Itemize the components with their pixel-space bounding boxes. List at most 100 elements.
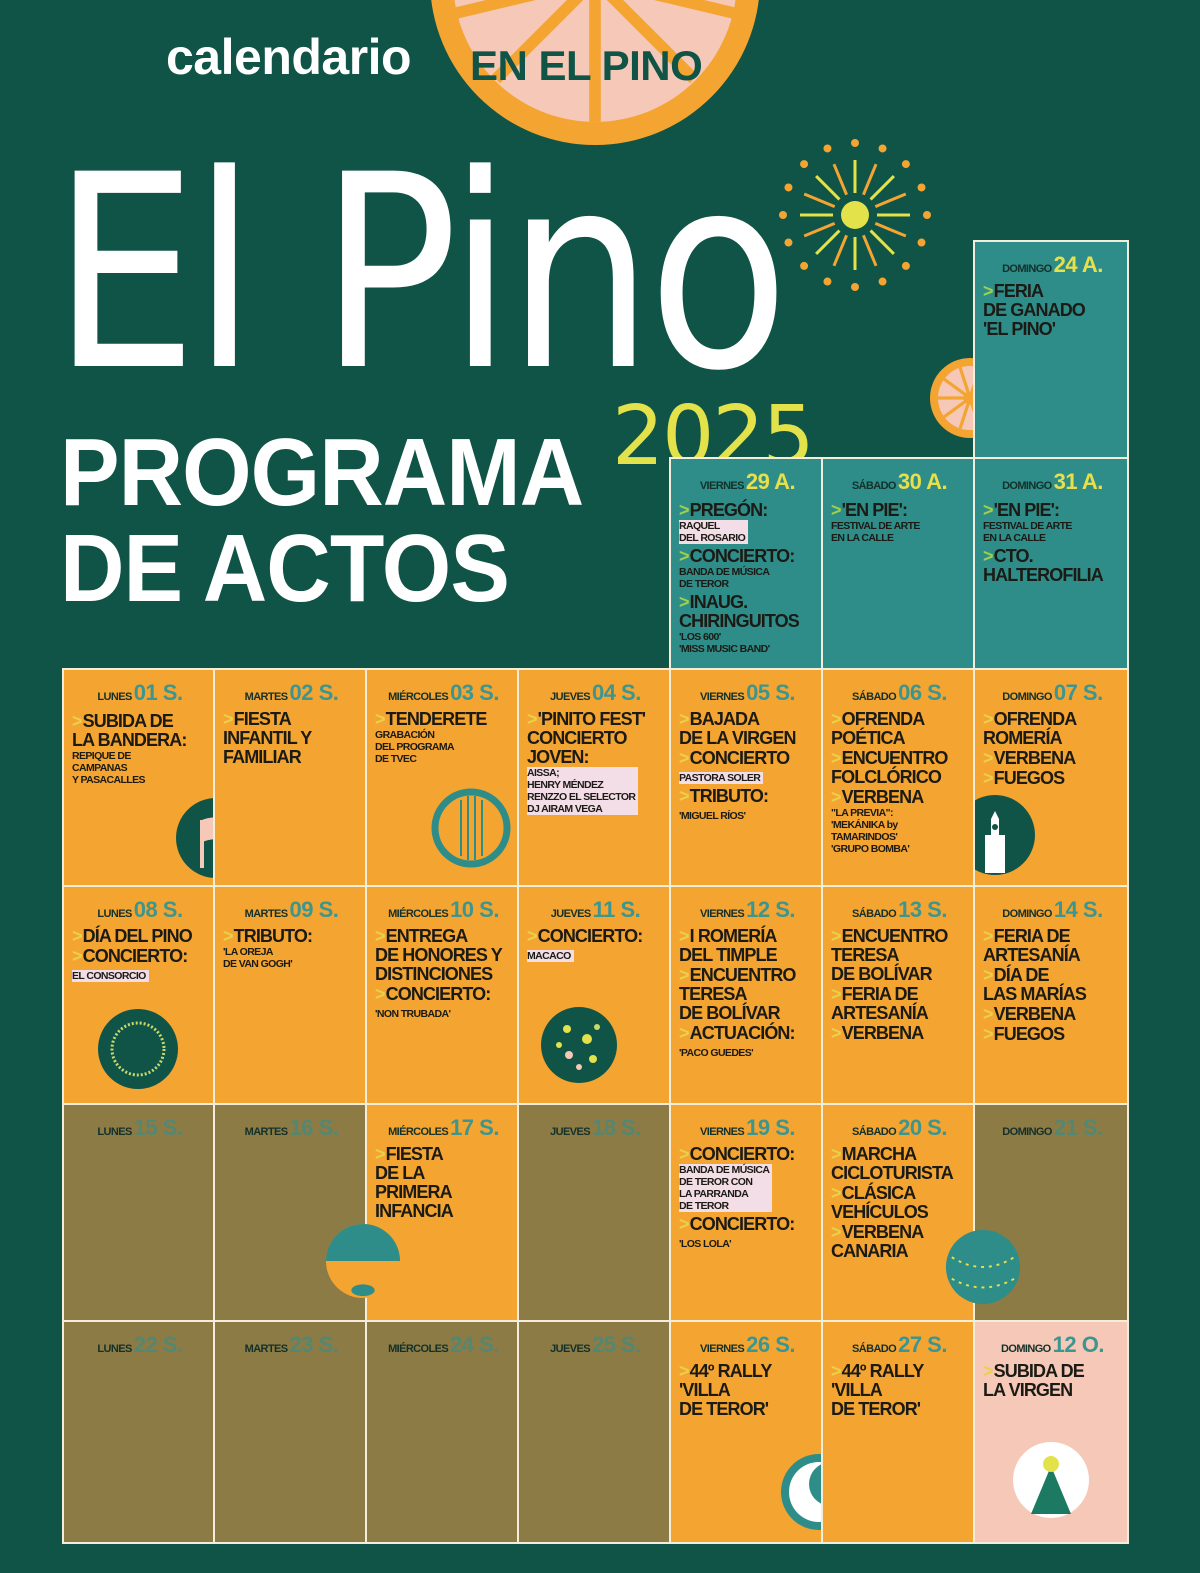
- event-title: 'EN PIE':: [983, 501, 1122, 520]
- day-header: MARTES02 S.: [223, 680, 360, 706]
- event-detail: 'LA OREJA DE VAN GOGH': [223, 946, 293, 970]
- event-detail: GRABACIÓN DEL PROGRAMA DE TVEC: [375, 729, 455, 765]
- weekday-label: SÁBADO: [852, 1126, 897, 1138]
- event-item: VERBENA: [831, 1024, 968, 1043]
- date-label: 24 S.: [450, 1332, 499, 1357]
- date-label: 04 S.: [591, 680, 641, 705]
- day-cell-14s: DOMINGO14 S. FERIA DE ARTESANÍADÍA DE LAS…: [973, 885, 1129, 1105]
- weekday-label: LUNES: [97, 1343, 132, 1355]
- event-title: CONCIERTO:: [679, 547, 816, 566]
- weekday-label: JUEVES: [550, 691, 590, 703]
- event-title: MARCHA CICLOTURISTA: [831, 1145, 968, 1183]
- event-item: PREGÓN:RAQUEL DEL ROSARIO: [679, 501, 816, 546]
- date-label: 31 A.: [1053, 469, 1104, 494]
- weekday-label: MARTES: [244, 1343, 288, 1355]
- church-icon: [975, 795, 1035, 875]
- day-header: LUNES01 S.: [72, 680, 208, 706]
- day-cell-23s: MARTES23 S.: [213, 1320, 367, 1544]
- event-title: ENCUENTRO TERESA DE BOLÍVAR: [679, 966, 816, 1023]
- event-item: TRIBUTO:'LA OREJA DE VAN GOGH': [223, 927, 360, 972]
- day-cell-22s: LUNES22 S.: [62, 1320, 215, 1544]
- weekday-label: DOMINGO: [1002, 908, 1052, 920]
- date-label: 16 S.: [289, 1115, 339, 1140]
- event-item: CLÁSICA VEHÍCULOS: [831, 1184, 968, 1222]
- event-title: OFRENDA POÉTICA: [831, 710, 968, 748]
- event-item: 44º RALLY 'VILLA DE TEROR': [831, 1362, 968, 1419]
- event-title: FERIA DE GANADO 'EL PINO': [983, 282, 1122, 339]
- day-header: JUEVES25 S.: [527, 1332, 664, 1358]
- day-header: MARTES16 S.: [223, 1115, 360, 1141]
- event-detail: 'LOS LOLA': [679, 1238, 732, 1250]
- day-header: VIERNES05 S.: [679, 680, 816, 706]
- event-title: TENDERETE: [375, 710, 512, 729]
- event-title: OFRENDA ROMERÍA: [983, 710, 1122, 748]
- page-title: El Pino: [52, 118, 789, 430]
- day-header: SÁBADO30 A.: [831, 469, 968, 495]
- event-title: PREGÓN:: [679, 501, 816, 520]
- event-item: FERIA DE ARTESANÍA: [983, 927, 1122, 965]
- event-title: VERBENA: [983, 1005, 1122, 1024]
- weekday-label: SÁBADO: [852, 908, 897, 920]
- event-title: FERIA DE ARTESANÍA: [983, 927, 1122, 965]
- date-label: 14 S.: [1053, 897, 1103, 922]
- program-heading-line2: DE ACTOS: [60, 515, 510, 622]
- day-header: LUNES15 S.: [72, 1115, 208, 1141]
- day-cell-06s: SÁBADO06 S. OFRENDA POÉTICAENCUENTRO FOLC…: [821, 668, 975, 887]
- day-header: DOMINGO12 O.: [983, 1332, 1122, 1358]
- date-label: 24 A.: [1053, 252, 1104, 277]
- day-cell-27s: SÁBADO27 S. 44º RALLY 'VILLA DE TEROR': [821, 1320, 975, 1544]
- weekday-label: MARTES: [244, 908, 288, 920]
- event-item: 'PINITO FEST' CONCIERTO JOVEN:AISSA; HEN…: [527, 710, 664, 817]
- event-title: VERBENA: [983, 749, 1122, 768]
- event-detail: 'MIGUEL RÍOS': [679, 810, 746, 822]
- event-title: CONCIERTO:: [679, 1215, 816, 1234]
- date-label: 02 S.: [289, 680, 339, 705]
- weekday-label: MIÉRCOLES: [388, 1343, 449, 1355]
- day-header: SÁBADO20 S.: [831, 1115, 968, 1141]
- weekday-label: JUEVES: [550, 908, 591, 920]
- date-label: 11 S.: [592, 897, 641, 922]
- event-detail: FESTIVAL DE ARTE EN LA CALLE: [831, 520, 920, 544]
- weekday-label: DOMINGO: [1001, 1343, 1051, 1355]
- event-title: BAJADA DE LA VIRGEN: [679, 710, 816, 748]
- event-title: CTO. HALTEROFILIA: [983, 547, 1122, 585]
- day-cell-10s: MIÉRCOLES10 S. ENTREGA DE HONORES Y DISTI…: [365, 885, 519, 1105]
- event-detail: MACACO: [527, 950, 574, 962]
- event-item: CONCIERTO:BANDA DE MÚSICA DE TEROR CON L…: [679, 1145, 816, 1214]
- day-cell-07s: DOMINGO07 S. OFRENDA ROMERÍAVERBENAFUEGOS: [973, 668, 1129, 887]
- event-item: SUBIDA DE LA VIRGEN: [983, 1362, 1122, 1400]
- day-cell-11s: JUEVES11 S. CONCIERTO: MACACO: [517, 885, 671, 1105]
- calendario-label: calendario: [166, 29, 412, 85]
- day-cell-01s: LUNES01 S. SUBIDA DE LA BANDERA:REPIQUE D…: [62, 668, 215, 887]
- day-cell-30a: SÁBADO30 A. 'EN PIE':FESTIVAL DE ARTE EN …: [821, 457, 975, 670]
- date-label: 15 S.: [133, 1115, 183, 1140]
- moon-icon: [781, 1454, 821, 1530]
- event-item: DÍA DE LAS MARÍAS: [983, 966, 1122, 1004]
- confetti-icon: [541, 1007, 617, 1083]
- event-item: 'EN PIE':FESTIVAL DE ARTE EN LA CALLE: [983, 501, 1122, 546]
- event-title: FIESTA INFANTIL Y FAMILIAR: [223, 710, 360, 767]
- event-detail: AISSA; HENRY MÉNDEZ RENZZO EL SELECTOR D…: [527, 767, 639, 815]
- event-item: VERBENA CANARIA: [831, 1223, 968, 1261]
- event-item: SUBIDA DE LA BANDERA:REPIQUE DE CAMPANAS…: [72, 712, 208, 788]
- timple-icon: [431, 788, 511, 868]
- day-cell-31a: DOMINGO31 A. 'EN PIE':FESTIVAL DE ARTE EN…: [973, 457, 1129, 670]
- event-title: 44º RALLY 'VILLA DE TEROR': [831, 1362, 968, 1419]
- day-header: DOMINGO07 S.: [983, 680, 1122, 706]
- weekday-label: VIERNES: [700, 1343, 745, 1355]
- day-header: JUEVES18 S.: [527, 1115, 664, 1141]
- weekday-label: MIÉRCOLES: [388, 691, 449, 703]
- event-item: ACTUACIÓN: 'PACO GUEDES': [679, 1024, 816, 1061]
- event-title: FERIA DE ARTESANÍA: [831, 985, 968, 1023]
- event-title: CONCIERTO:: [527, 927, 664, 946]
- event-item: TRIBUTO: 'MIGUEL RÍOS': [679, 787, 816, 824]
- event-detail: REPIQUE DE CAMPANAS Y PASACALLES: [72, 750, 146, 786]
- day-header: DOMINGO21 S.: [983, 1115, 1122, 1141]
- weekday-label: DOMINGO: [1002, 691, 1052, 703]
- event-title: VERBENA: [831, 788, 968, 807]
- day-cell-18s: JUEVES18 S.: [517, 1103, 671, 1322]
- day-header: MIÉRCOLES24 S.: [375, 1332, 512, 1358]
- day-header: SÁBADO27 S.: [831, 1332, 968, 1358]
